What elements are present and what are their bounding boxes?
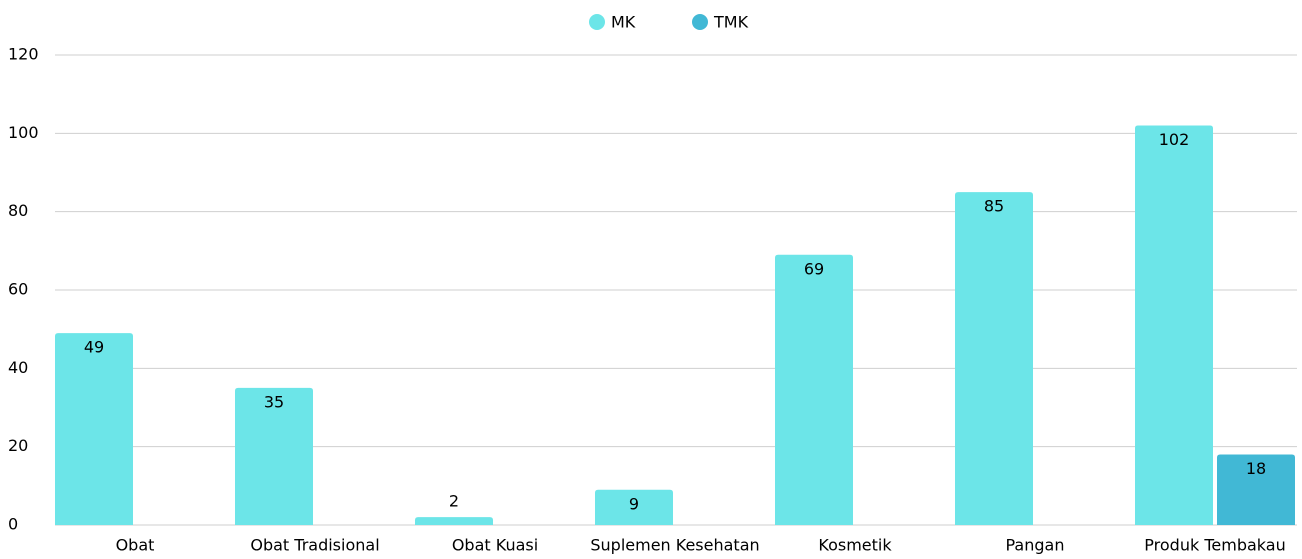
legend-swatch (589, 14, 605, 30)
legend-label: TMK (713, 13, 749, 32)
value-label: 35 (264, 392, 284, 411)
y-tick-label: 100 (8, 123, 39, 142)
bar (775, 254, 853, 525)
y-tick-label: 40 (8, 358, 28, 377)
value-label: 18 (1246, 459, 1266, 478)
bar (415, 517, 493, 525)
bar (55, 333, 133, 525)
y-tick-label: 20 (8, 436, 28, 455)
bar (1217, 454, 1295, 525)
bar (955, 192, 1033, 526)
y-tick-label: 80 (8, 201, 28, 220)
value-label: 69 (804, 259, 824, 278)
y-tick-label: 120 (8, 45, 39, 64)
x-tick-label: Pangan (1006, 536, 1065, 555)
x-tick-label: Produk Tembakau (1144, 536, 1285, 555)
value-label: 2 (449, 492, 459, 511)
x-tick-label: Obat Kuasi (452, 536, 538, 555)
legend-swatch (692, 14, 708, 30)
y-tick-label: 60 (8, 280, 28, 299)
x-tick-label: Suplemen Kesehatan (590, 536, 759, 555)
bar (595, 489, 673, 525)
x-tick-label: Obat (116, 536, 155, 555)
value-label: 85 (984, 197, 1004, 216)
value-label: 9 (629, 494, 639, 513)
x-tick-label: Obat Tradisional (250, 536, 379, 555)
y-tick-label: 0 (8, 515, 18, 534)
bar (1135, 125, 1213, 525)
x-tick-label: Kosmetik (818, 536, 892, 555)
value-label: 49 (84, 338, 104, 357)
legend-label: MK (611, 13, 636, 32)
value-label: 102 (1159, 130, 1190, 149)
bar (235, 387, 313, 525)
